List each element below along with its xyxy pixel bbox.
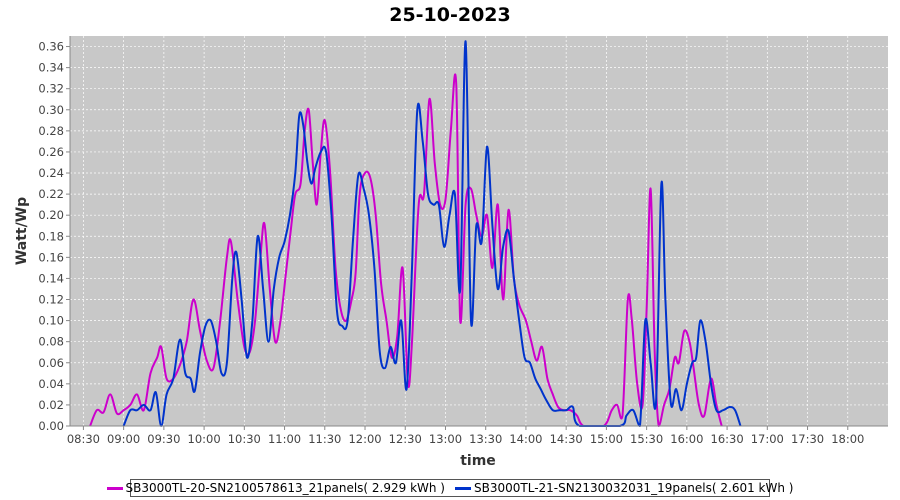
y-tick-label: 0.14 [38, 271, 64, 285]
legend-swatch-series-2 [455, 486, 471, 490]
legend-label-series-2: SB3000TL-21-SN2130032031_19panels( 2.601… [474, 481, 794, 495]
y-tick-label: 0.22 [38, 187, 64, 201]
x-tick-label: 14:30 [550, 432, 583, 446]
x-tick-label: 17:00 [751, 432, 784, 446]
x-tick-label: 18:00 [831, 432, 864, 446]
x-tick-label: 11:30 [308, 432, 341, 446]
series-line-1 [89, 73, 723, 427]
y-tick-label: 0.30 [38, 103, 64, 117]
x-tick-label: 11:00 [268, 432, 301, 446]
y-tick-label: 0.16 [38, 250, 64, 264]
x-tick-label: 10:30 [228, 432, 261, 446]
x-tick-label: 14:00 [509, 432, 542, 446]
x-tick-label: 12:00 [348, 432, 381, 446]
y-tick-label: 0.00 [38, 419, 64, 433]
chart-legend: SB3000TL-20-SN2100578613_21panels( 2.929… [106, 479, 793, 497]
x-tick-label: 09:00 [107, 432, 140, 446]
y-tick-label: 0.36 [38, 40, 64, 54]
y-tick-label: 0.32 [38, 82, 64, 96]
y-tick-label: 0.04 [38, 377, 64, 391]
x-tick-label: 15:00 [590, 432, 623, 446]
x-tick-label: 17:30 [791, 432, 824, 446]
y-tick-label: 0.20 [38, 208, 64, 222]
legend-item-series-1: SB3000TL-20-SN2100578613_21panels( 2.929… [106, 481, 445, 495]
chart-title: 25-10-2023 [389, 4, 511, 26]
x-tick-label: 13:30 [469, 432, 502, 446]
x-tick-label: 10:00 [188, 432, 221, 446]
x-tick-label: 08:30 [67, 432, 100, 446]
y-tick-label: 0.34 [38, 61, 64, 75]
y-axis-ticks: 0.00 0.02 0.04 0.06 0.08 0.10 0.12 0.14 0.16 0.18… [38, 40, 70, 433]
x-tick-label: 15:30 [630, 432, 663, 446]
y-tick-label: 0.08 [38, 335, 64, 349]
legend-label-series-1: SB3000TL-20-SN2100578613_21panels( 2.929… [125, 481, 445, 495]
y-tick-label: 0.02 [38, 398, 64, 412]
series-layer [89, 40, 742, 427]
x-tick-label: 16:30 [711, 432, 744, 446]
x-tick-label: 09:30 [147, 432, 180, 446]
y-axis-label: Watt/Wp [14, 197, 30, 265]
x-tick-label: 16:00 [670, 432, 703, 446]
x-axis-ticks: 08:30 09:00 09:30 10:00 10:30 11:00 11:30 12:00… [67, 426, 864, 446]
legend-item-series-2: SB3000TL-21-SN2130032031_19panels( 2.601… [455, 481, 793, 495]
x-axis-label: time [460, 453, 496, 469]
y-tick-label: 0.24 [38, 166, 64, 180]
y-tick-label: 0.28 [38, 124, 64, 138]
x-tick-label: 13:00 [429, 432, 462, 446]
y-tick-label: 0.10 [38, 314, 64, 328]
legend-swatch-series-1 [106, 486, 123, 490]
x-tick-label: 12:30 [389, 432, 422, 446]
y-tick-label: 0.06 [38, 356, 64, 370]
series-line-2 [122, 40, 742, 427]
y-tick-label: 0.12 [38, 293, 64, 307]
y-tick-label: 0.18 [38, 229, 64, 243]
y-tick-label: 0.26 [38, 145, 64, 159]
